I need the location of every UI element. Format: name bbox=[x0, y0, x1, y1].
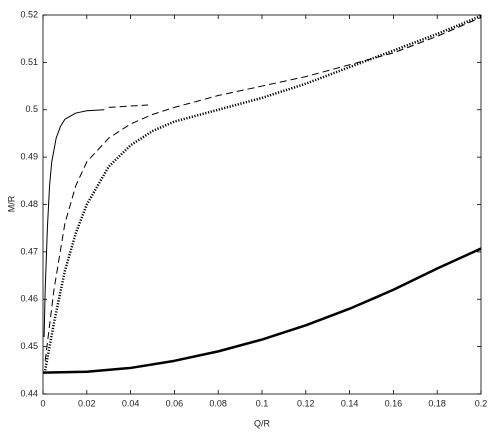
x-tick-label: 0.2 bbox=[475, 398, 488, 408]
x-tick-label: 0.04 bbox=[122, 398, 140, 408]
x-tick-label: 0.14 bbox=[341, 398, 359, 408]
y-axis-label: M/R bbox=[6, 195, 16, 212]
x-tick-label: 0.1 bbox=[256, 398, 269, 408]
plot-frame bbox=[42, 14, 482, 395]
x-tick-label: 0.02 bbox=[78, 398, 96, 408]
series-line bbox=[42, 247, 482, 374]
x-tick-label: 0.12 bbox=[297, 398, 315, 408]
series-line bbox=[43, 14, 482, 371]
x-tick-label: 0.06 bbox=[166, 398, 184, 408]
y-tick-label: 0.48 bbox=[20, 199, 38, 209]
y-tick-label: 0.44 bbox=[20, 388, 38, 398]
y-tick-label: 0.52 bbox=[20, 9, 38, 19]
x-axis-label: Q/R bbox=[254, 418, 271, 428]
x-tick-label: 0.18 bbox=[428, 398, 446, 408]
series-line bbox=[44, 16, 482, 361]
y-tick-label: 0.51 bbox=[20, 57, 38, 67]
y-tick-label: 0.49 bbox=[20, 152, 38, 162]
y-tick-label: 0.5 bbox=[25, 104, 38, 114]
x-tick-label: 0.08 bbox=[209, 398, 227, 408]
y-tick-label: 0.45 bbox=[20, 341, 38, 351]
x-tick-label: 0.16 bbox=[385, 398, 403, 408]
y-tick-label: 0.46 bbox=[20, 294, 38, 304]
x-tick-label: 0 bbox=[40, 398, 45, 408]
y-tick-label: 0.47 bbox=[20, 246, 38, 256]
series-line bbox=[43, 109, 105, 338]
series-line bbox=[108, 104, 149, 108]
